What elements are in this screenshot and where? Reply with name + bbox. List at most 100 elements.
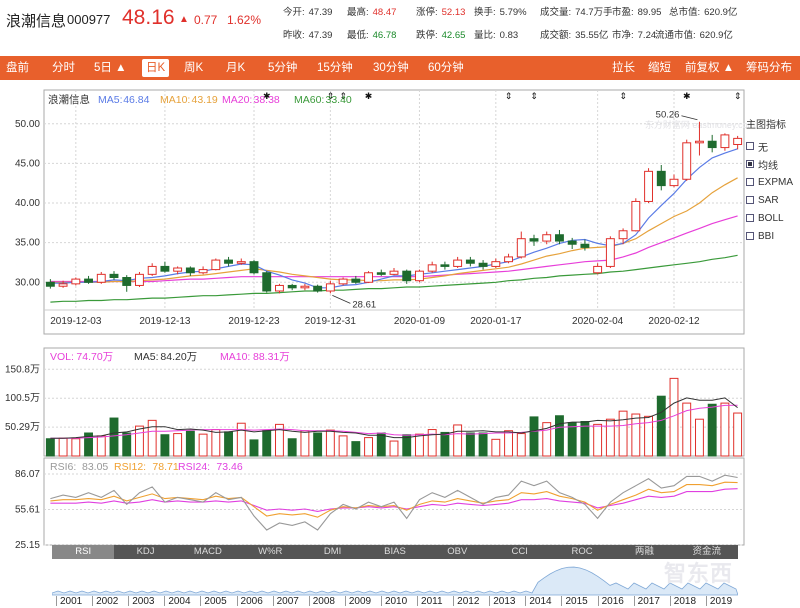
indicator-tab[interactable]: 资金流 <box>692 546 722 557</box>
period-tab[interactable]: 月K <box>226 62 246 74</box>
year-label: 2002 <box>96 596 119 607</box>
year-tick <box>525 596 527 606</box>
volume-bar <box>364 437 373 457</box>
candle-body <box>173 267 183 272</box>
rsi-legend-value: 73.46 <box>216 461 242 473</box>
volume-ma10-line <box>50 404 738 439</box>
price-xtick-label: 2020-01-09 <box>394 316 446 327</box>
candle-body <box>580 243 590 248</box>
price-xtick-label: 2019-12-03 <box>50 316 102 327</box>
toolbar-action-button[interactable]: 拉长 <box>612 62 635 74</box>
indicator-tab[interactable]: DMI <box>323 546 342 557</box>
indicator-tab[interactable]: OBV <box>447 546 468 557</box>
period-tab[interactable]: 5分钟 <box>268 62 298 74</box>
toolbar-action-button[interactable]: 缩短 <box>648 62 671 74</box>
year-tick <box>489 596 491 606</box>
period-tab[interactable]: 15分钟 <box>317 62 353 74</box>
indicator-tab[interactable]: CCI <box>511 546 528 557</box>
event-marker-icon: ✱ <box>683 91 691 101</box>
legend-option-label: BOLL <box>758 212 784 224</box>
indicator-tab[interactable]: MACD <box>193 546 222 557</box>
legend-option[interactable]: SAR <box>746 191 800 209</box>
volume-bar <box>402 434 412 457</box>
quote-label: 总市值: <box>669 7 701 18</box>
legend-option-label: SAR <box>758 194 779 206</box>
rsi-ytick-label: 25.15 <box>15 540 40 551</box>
checkbox-icon[interactable] <box>746 160 754 168</box>
candle-body <box>198 269 208 274</box>
year-tick <box>272 596 274 606</box>
rsi-ytick-label: 55.61 <box>15 505 40 516</box>
year-tick <box>128 596 130 606</box>
candle-body <box>160 265 170 272</box>
rsi-legend-label: RSI24: <box>178 461 210 473</box>
legend-option[interactable]: 均线 <box>746 155 800 173</box>
volume-bar <box>71 438 81 457</box>
volume-legend-label: MA10: <box>220 351 250 363</box>
year-label: 2017 <box>637 596 660 607</box>
price-xtick-label: 2020-02-12 <box>648 316 700 327</box>
ma-legend-value: 33.40 <box>326 94 352 106</box>
ma-legend-label: MA60: <box>294 94 324 106</box>
period-tab[interactable]: 5日 ▲ <box>94 62 127 74</box>
legend-option[interactable]: BBI <box>746 227 800 245</box>
period-tab[interactable]: 60分钟 <box>428 62 464 74</box>
volume-bar <box>720 402 730 457</box>
candle-body <box>478 262 488 267</box>
volume-legend-value: 84.20万 <box>160 351 197 363</box>
candle-body <box>733 137 743 145</box>
year-label: 2019 <box>709 596 733 607</box>
volume-bar <box>109 417 119 457</box>
indicator-tab[interactable]: KDJ <box>136 546 155 557</box>
period-tab[interactable]: 日K <box>142 59 170 77</box>
year-label: 2009 <box>348 596 372 607</box>
quote-label: 市净: <box>612 30 634 41</box>
period-tab[interactable]: 分时 <box>52 62 75 74</box>
candle-body <box>58 283 68 287</box>
volume-bar <box>695 418 704 457</box>
indicator-tab[interactable]: 两融 <box>634 546 654 557</box>
volume-bar <box>185 430 195 457</box>
year-tick <box>597 596 599 606</box>
checkbox-icon[interactable] <box>746 178 754 186</box>
checkbox-icon[interactable] <box>746 214 754 222</box>
rsi-legend-label: RSI12: <box>114 461 146 473</box>
period-tab[interactable]: 周K <box>184 62 204 74</box>
quote-field: 昨收: 47.39 <box>283 27 332 41</box>
checkbox-icon[interactable] <box>746 196 754 204</box>
quote-field: 今开: 47.39 <box>283 4 332 18</box>
indicator-tab[interactable]: W%R <box>258 546 283 557</box>
period-tab[interactable]: 盘前 <box>6 62 29 74</box>
checkbox-icon[interactable] <box>746 232 754 240</box>
quote-value: 620.9亿 <box>699 30 733 41</box>
volume-bar <box>313 432 323 457</box>
checkbox-icon[interactable] <box>746 142 754 150</box>
year-label: 2005 <box>204 596 227 607</box>
indicator-tab[interactable]: ROC <box>571 546 593 557</box>
rsi12-line <box>50 481 738 518</box>
eastmoney-watermark: 东方财富网 eastmoney.com <box>645 119 755 130</box>
price-ytick-label: 30.00 <box>15 277 40 288</box>
candle-body <box>45 281 55 287</box>
legend-option[interactable]: 无 <box>746 137 800 155</box>
toolbar-action-button[interactable]: 筹码分布 <box>746 62 792 74</box>
indicator-tab[interactable]: BIAS <box>384 546 406 557</box>
quote-value: 46.78 <box>372 30 397 41</box>
legend-option[interactable]: EXPMA <box>746 173 800 191</box>
legend-option[interactable]: BOLL <box>746 209 800 227</box>
volume-bar <box>211 429 221 457</box>
year-label: 2010 <box>384 596 408 607</box>
quote-field: 总市值: 620.9亿 <box>669 4 737 18</box>
indicator-tab[interactable]: RSI <box>52 545 115 559</box>
volume-legend-value: 74.70万 <box>76 351 113 363</box>
toolbar-action-button[interactable]: 前复权 ▲ <box>685 62 735 74</box>
volume-bar <box>96 435 106 457</box>
low-annotation: 28.61 <box>352 299 376 310</box>
volume-bar <box>504 430 513 457</box>
volume-bar <box>529 416 539 457</box>
candle-body <box>491 261 501 267</box>
period-tab[interactable]: 30分钟 <box>373 62 409 74</box>
volume-bar <box>593 423 603 457</box>
volume-bar <box>224 431 233 457</box>
candle-body <box>465 259 475 264</box>
